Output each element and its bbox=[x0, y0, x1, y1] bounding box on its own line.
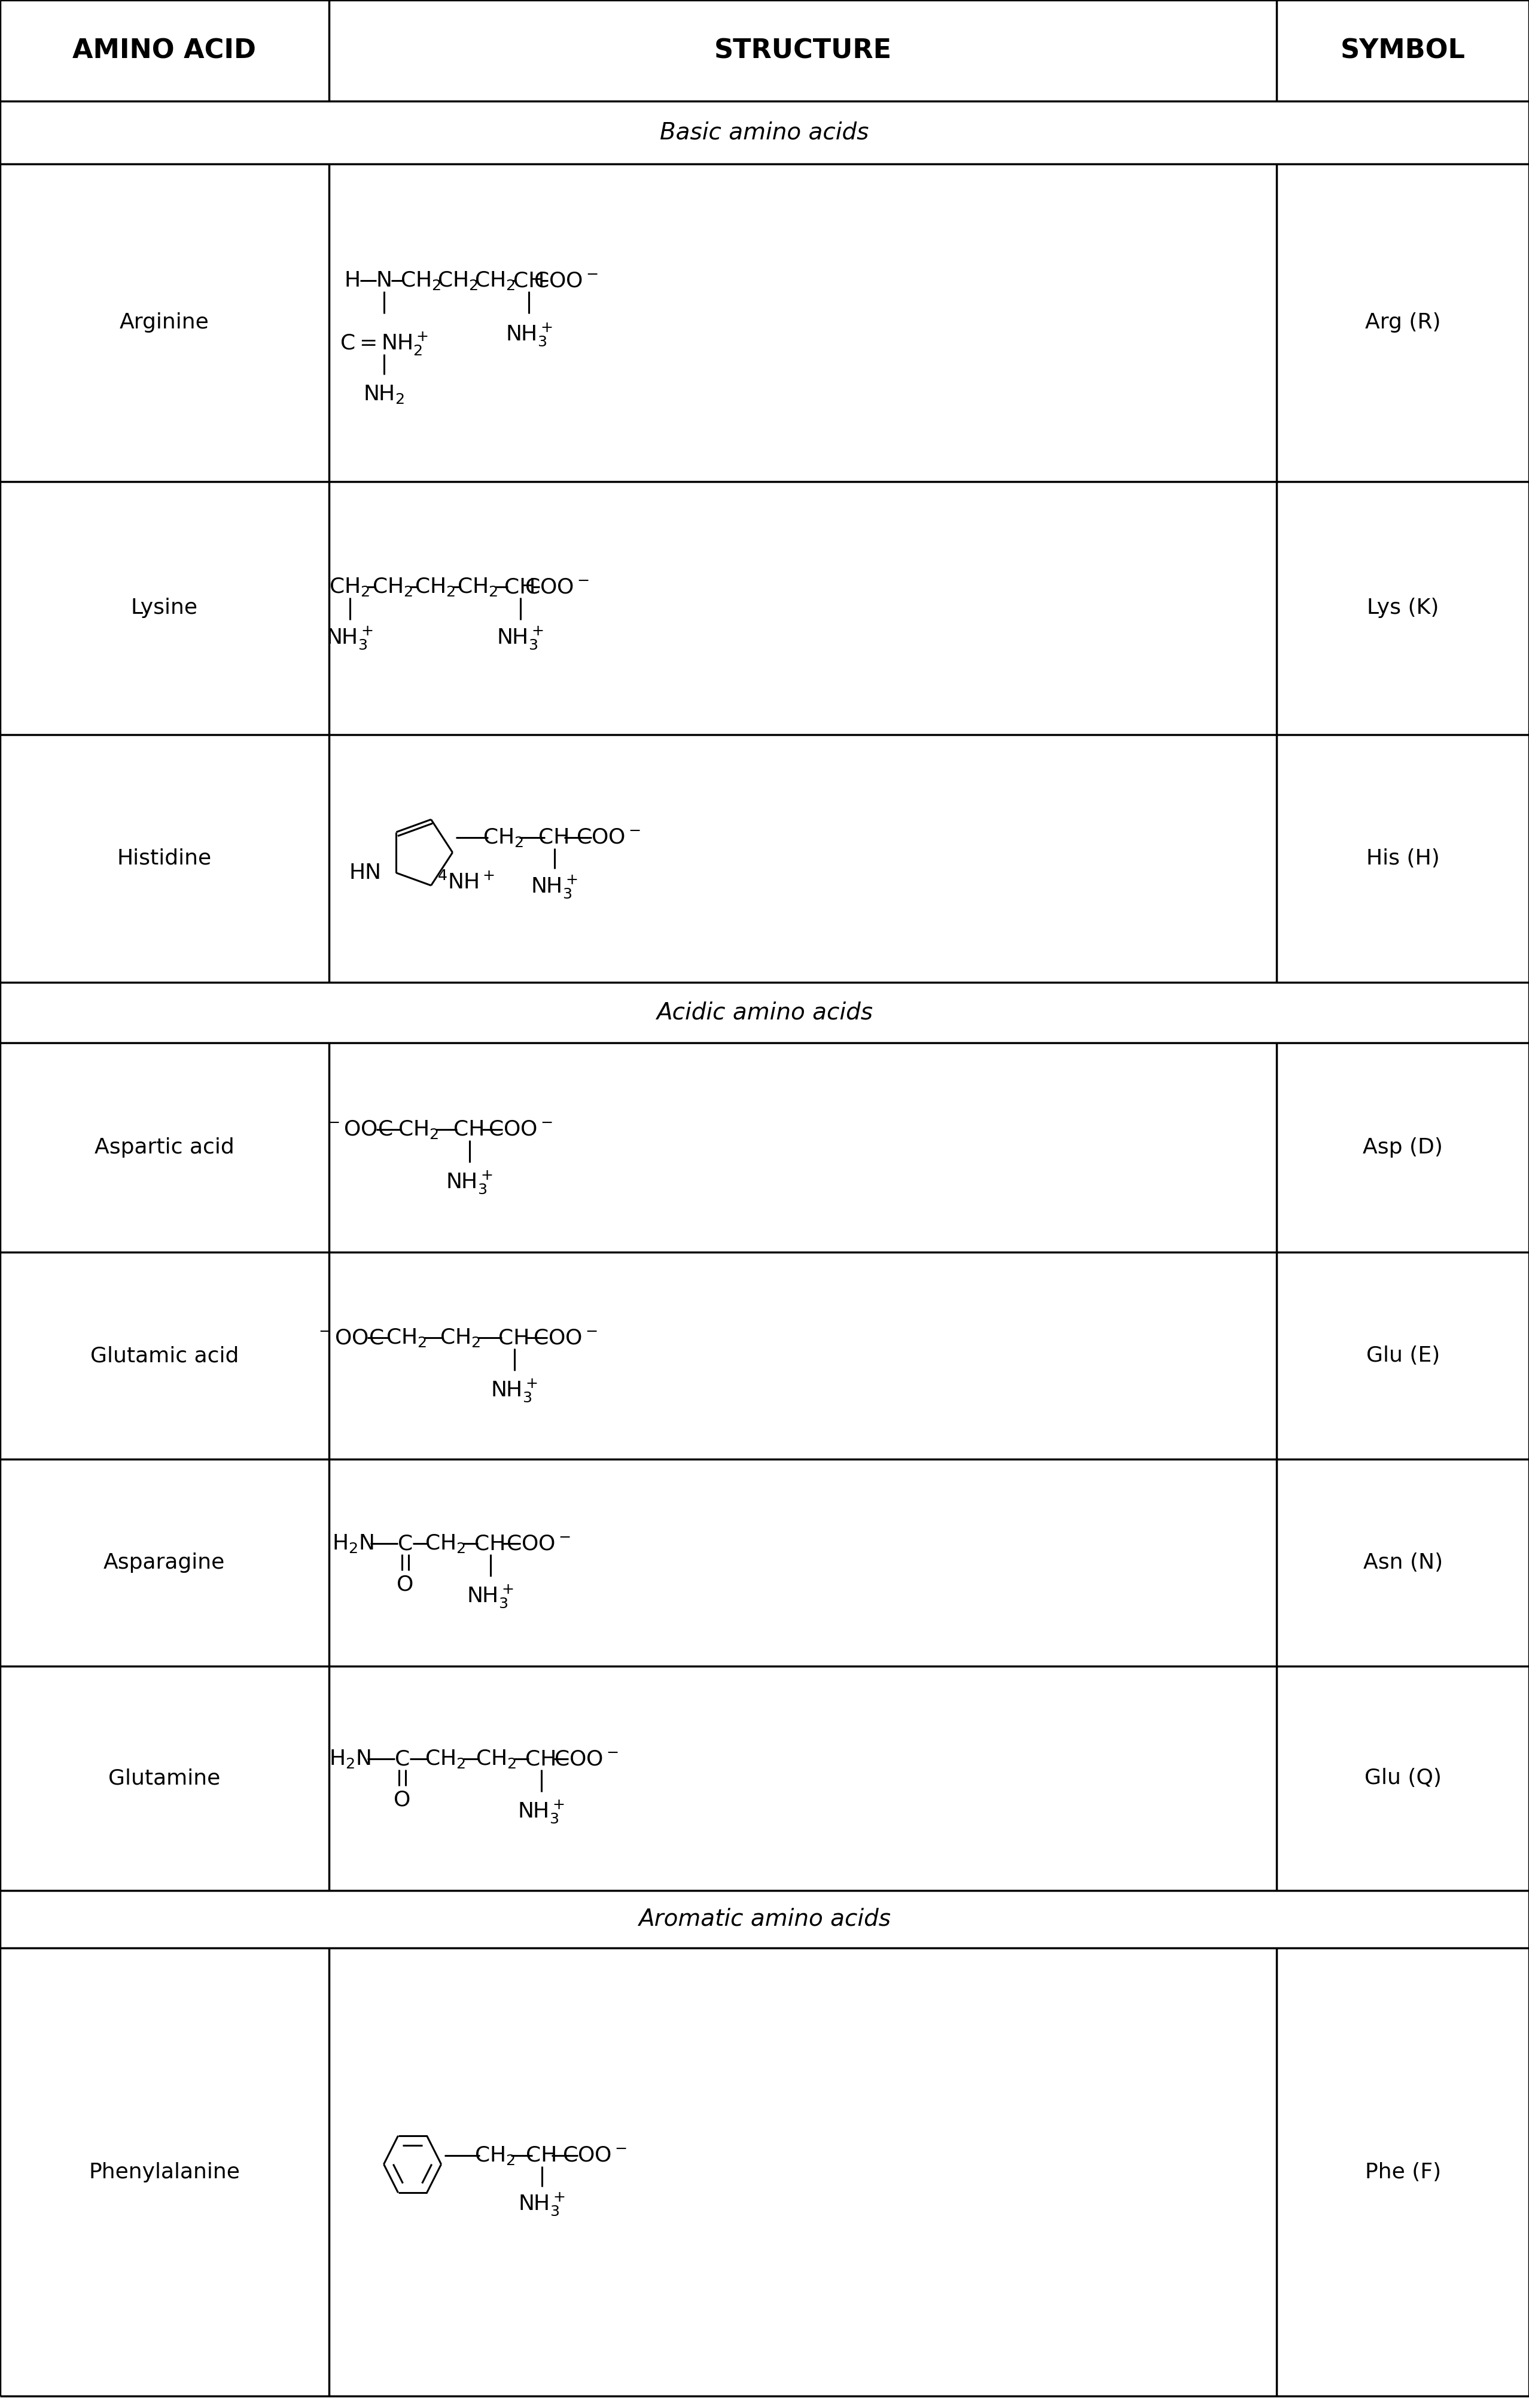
Text: O: O bbox=[394, 1789, 411, 1811]
Text: N: N bbox=[376, 270, 391, 291]
Text: COO$^-$: COO$^-$ bbox=[524, 578, 589, 597]
Text: Asparagine: Asparagine bbox=[104, 1553, 225, 1572]
Text: COO$^-$: COO$^-$ bbox=[532, 1327, 598, 1348]
Text: CH: CH bbox=[454, 1120, 485, 1139]
Text: NH$_3^+$: NH$_3^+$ bbox=[466, 1582, 514, 1609]
Text: Aspartic acid: Aspartic acid bbox=[95, 1137, 234, 1158]
Text: COO$^-$: COO$^-$ bbox=[576, 828, 641, 848]
Text: Aromatic amino acids: Aromatic amino acids bbox=[638, 1907, 891, 1931]
Text: NH$_3^+$: NH$_3^+$ bbox=[531, 874, 578, 901]
Text: Glu (E): Glu (E) bbox=[1365, 1346, 1440, 1365]
Text: Arginine: Arginine bbox=[119, 313, 209, 332]
Text: Asp (D): Asp (D) bbox=[1362, 1137, 1443, 1158]
Text: $^-$OOC: $^-$OOC bbox=[315, 1327, 384, 1348]
Text: NH$_3^+$: NH$_3^+$ bbox=[446, 1168, 492, 1194]
Text: CH$_2$: CH$_2$ bbox=[440, 1327, 480, 1348]
Text: H$_2$N: H$_2$N bbox=[332, 1534, 373, 1556]
Text: Basic amino acids: Basic amino acids bbox=[661, 120, 868, 144]
Text: CH$_2$: CH$_2$ bbox=[437, 270, 479, 291]
Text: CH$_2$: CH$_2$ bbox=[425, 1534, 466, 1556]
Text: Glutamic acid: Glutamic acid bbox=[90, 1346, 239, 1365]
Text: Histidine: Histidine bbox=[118, 848, 211, 869]
Text: CH: CH bbox=[526, 1748, 557, 1770]
Text: CH$_2$: CH$_2$ bbox=[476, 1748, 517, 1770]
Text: SYMBOL: SYMBOL bbox=[1341, 39, 1465, 63]
Text: STRUCTURE: STRUCTURE bbox=[714, 39, 891, 63]
Text: CH$_2$: CH$_2$ bbox=[483, 826, 524, 848]
Text: C$=$NH$_2^+$: C$=$NH$_2^+$ bbox=[339, 330, 428, 356]
Text: Lysine: Lysine bbox=[131, 597, 197, 619]
Text: CH: CH bbox=[505, 578, 535, 597]
Text: O: O bbox=[398, 1575, 414, 1594]
Text: C: C bbox=[394, 1748, 410, 1770]
Text: Arg (R): Arg (R) bbox=[1365, 313, 1440, 332]
Text: CH$_2$: CH$_2$ bbox=[329, 576, 370, 597]
Text: CH$_2$: CH$_2$ bbox=[457, 576, 498, 597]
Text: CH$_2$: CH$_2$ bbox=[474, 270, 515, 291]
Text: NH$_3^+$: NH$_3^+$ bbox=[518, 1799, 564, 1825]
Text: H$_2$N: H$_2$N bbox=[329, 1748, 370, 1770]
Text: CH$_2$: CH$_2$ bbox=[474, 2146, 515, 2167]
Text: $^4$NH$^+$: $^4$NH$^+$ bbox=[437, 872, 494, 893]
Text: NH$_3^+$: NH$_3^+$ bbox=[326, 624, 373, 650]
Text: Phe (F): Phe (F) bbox=[1365, 2162, 1440, 2182]
Text: Phenylalanine: Phenylalanine bbox=[89, 2162, 240, 2182]
Text: NH$_3^+$: NH$_3^+$ bbox=[497, 624, 544, 650]
Text: CH: CH bbox=[526, 2146, 558, 2165]
Text: AMINO ACID: AMINO ACID bbox=[72, 39, 257, 63]
Text: CH: CH bbox=[514, 270, 544, 291]
Text: CH: CH bbox=[498, 1327, 531, 1348]
Text: Lys (K): Lys (K) bbox=[1367, 597, 1439, 619]
Text: CH$_2$: CH$_2$ bbox=[398, 1120, 439, 1141]
Text: NH$_3^+$: NH$_3^+$ bbox=[505, 323, 552, 347]
Text: Acidic amino acids: Acidic amino acids bbox=[656, 1002, 873, 1023]
Text: CH$_2$: CH$_2$ bbox=[385, 1327, 427, 1348]
Text: COO$^-$: COO$^-$ bbox=[488, 1120, 552, 1139]
Text: Glu (Q): Glu (Q) bbox=[1364, 1767, 1442, 1789]
Text: NH$_3^+$: NH$_3^+$ bbox=[491, 1377, 538, 1404]
Text: CH$_2$: CH$_2$ bbox=[414, 576, 456, 597]
Text: COO$^-$: COO$^-$ bbox=[534, 270, 598, 291]
Text: NH$_3^+$: NH$_3^+$ bbox=[518, 2191, 566, 2218]
Text: Asn (N): Asn (N) bbox=[1362, 1553, 1443, 1572]
Text: HN: HN bbox=[349, 862, 381, 884]
Text: COO$^-$: COO$^-$ bbox=[563, 2146, 627, 2165]
Text: C: C bbox=[398, 1534, 413, 1553]
Text: Glutamine: Glutamine bbox=[109, 1767, 220, 1789]
Text: COO$^-$: COO$^-$ bbox=[553, 1748, 618, 1770]
Text: His (H): His (H) bbox=[1365, 848, 1440, 869]
Text: NH$_2$: NH$_2$ bbox=[364, 383, 405, 405]
Text: COO$^-$: COO$^-$ bbox=[506, 1534, 570, 1553]
Text: CH: CH bbox=[474, 1534, 506, 1553]
Text: CH$_2$: CH$_2$ bbox=[425, 1748, 466, 1770]
Text: CH: CH bbox=[538, 828, 570, 848]
Text: H: H bbox=[344, 270, 361, 291]
Text: $^-$OOC: $^-$OOC bbox=[324, 1120, 393, 1139]
Text: CH$_2$: CH$_2$ bbox=[401, 270, 442, 291]
Text: CH$_2$: CH$_2$ bbox=[372, 576, 413, 597]
